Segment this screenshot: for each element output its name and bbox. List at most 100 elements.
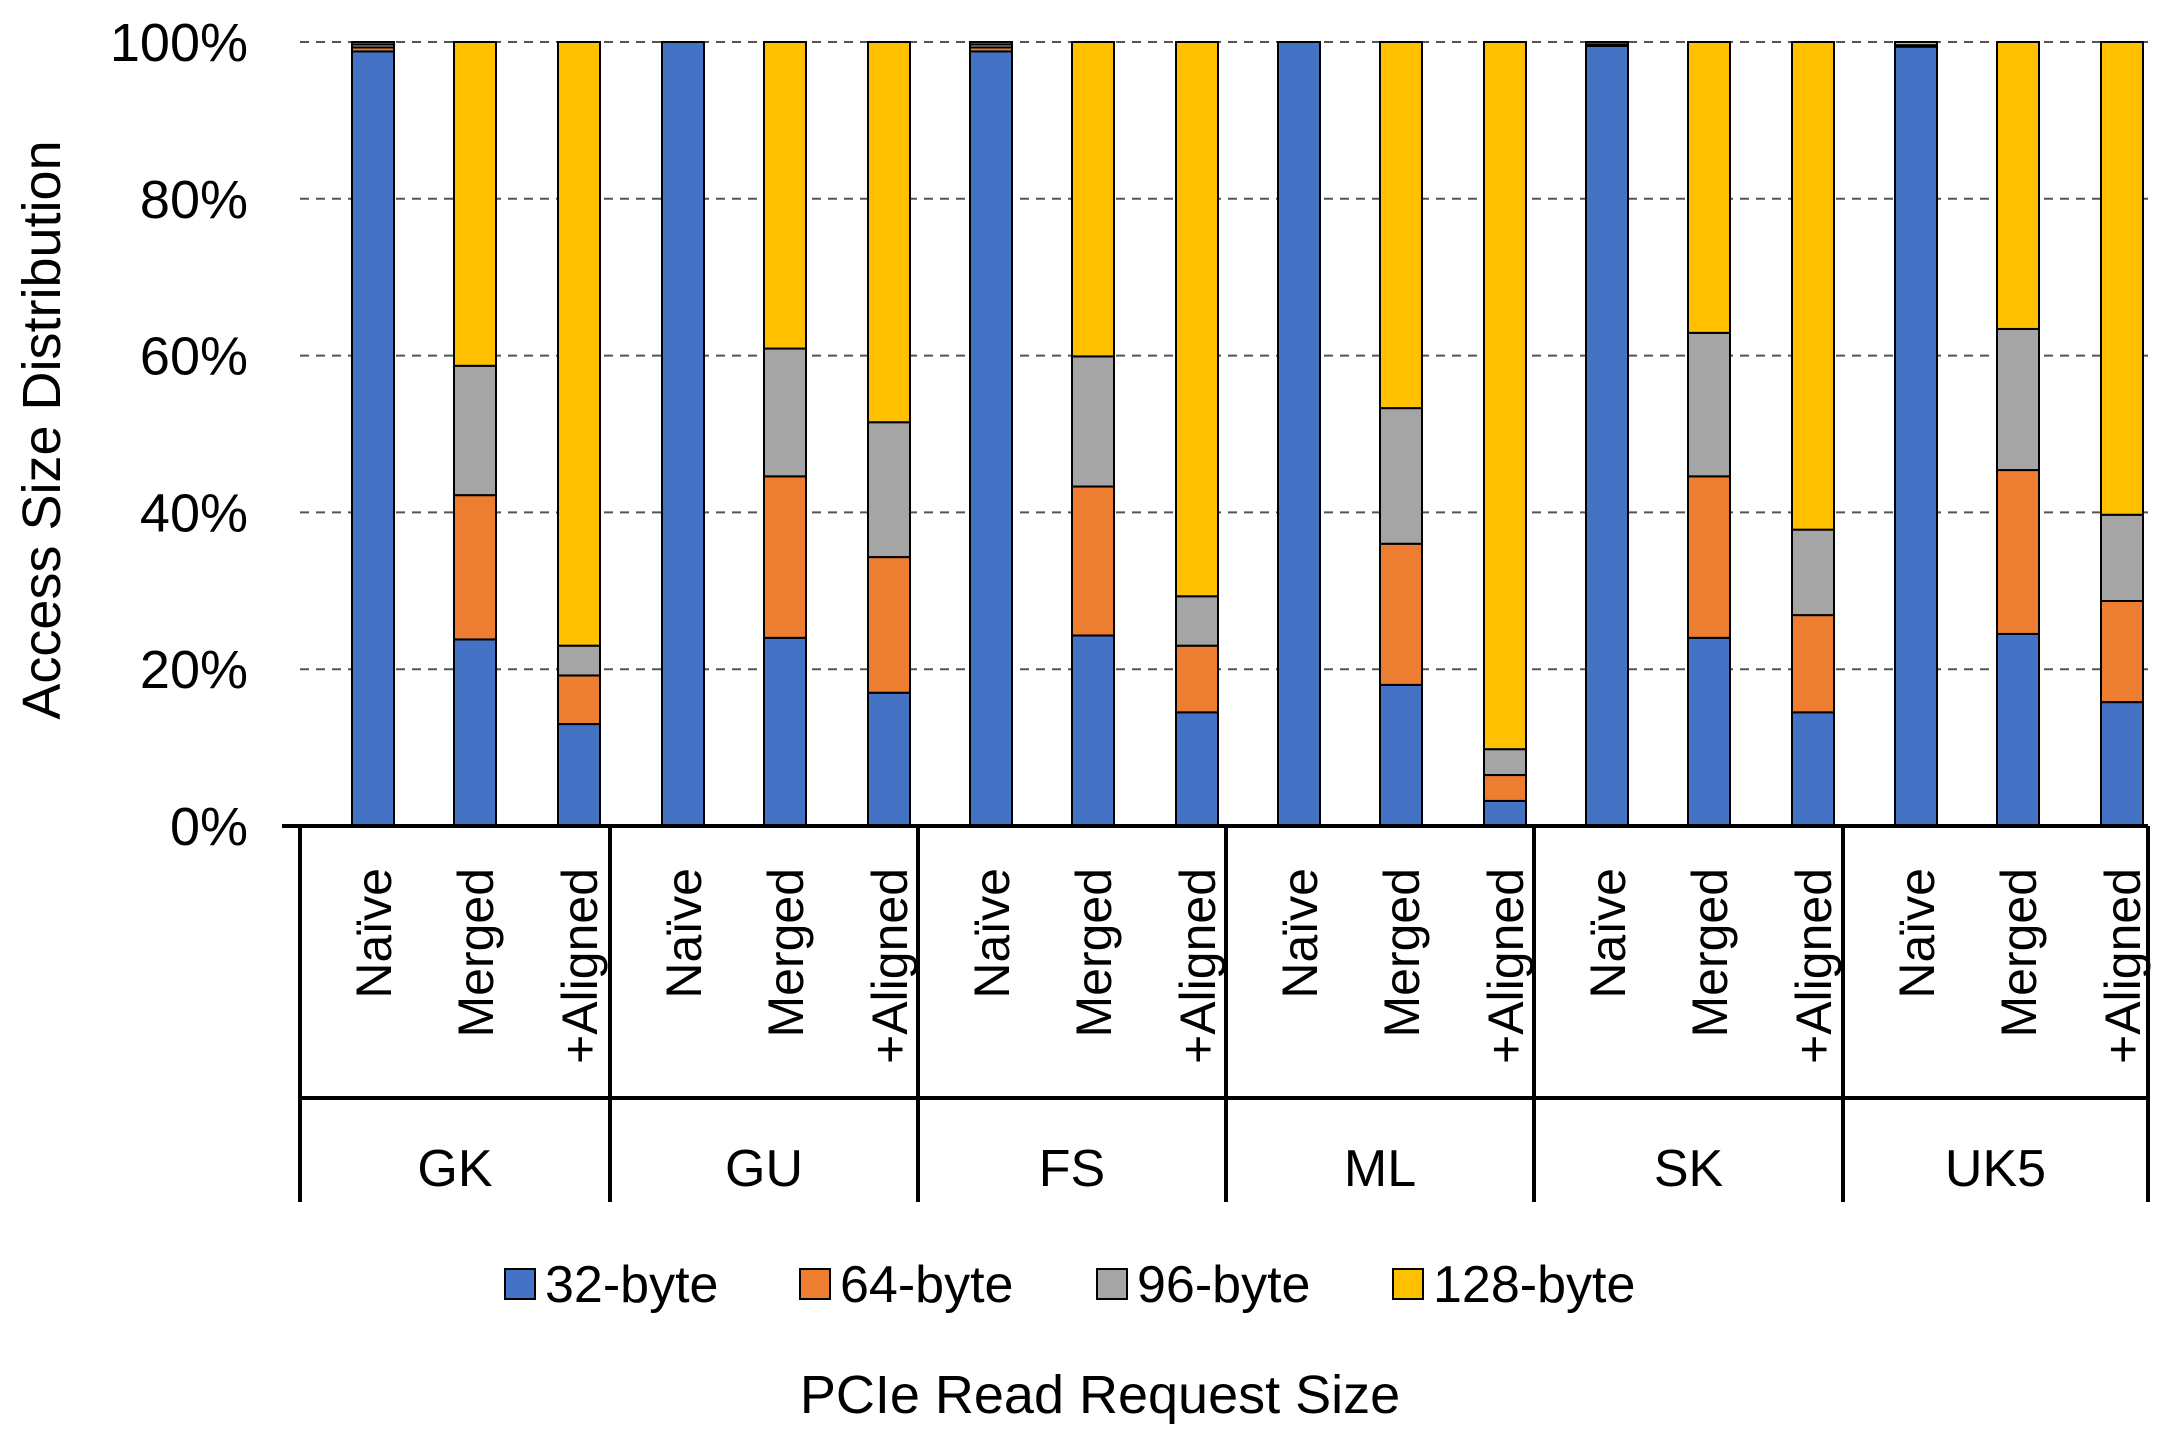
bar-segment-128-byte (453, 41, 497, 367)
bar-segment-96-byte (763, 347, 807, 478)
y-tick-label: 100% (110, 13, 248, 73)
stacked-bar (2100, 41, 2144, 827)
bar-segment-32-byte (1277, 41, 1321, 827)
x-axis-categories: Naïve Merged +Aligned Naïve Merged +Aligned Na… (346, 868, 2151, 1064)
stacked-bar (1791, 41, 1835, 828)
bar-segment-96-byte (1791, 528, 1835, 617)
bar-segment-128-byte (2100, 41, 2144, 516)
x-axis-title: PCIe Read Request Size (800, 1365, 1400, 1425)
stacked-bar (1483, 41, 1527, 827)
bar-segment-128-byte (351, 41, 395, 46)
group-label: UK5 (1945, 1140, 2046, 1198)
bar-segment-32-byte (1483, 799, 1527, 827)
x-category-label: Merged (448, 868, 504, 1038)
bar-segment-128-byte (1894, 41, 1938, 47)
bar-segment-32-byte (969, 50, 1013, 827)
x-category-label: Naïve (964, 868, 1020, 999)
x-category-label: +Aligned (862, 868, 918, 1064)
bar-segment-64-byte (1379, 542, 1423, 686)
bar-segment-128-byte (1175, 41, 1219, 598)
bar-segment-64-byte (1687, 475, 1731, 639)
x-category-label: Naïve (1889, 868, 1945, 999)
legend: 32-byte 64-byte 96-byte 128-byte (504, 1256, 1635, 1314)
x-category-label: Merged (1682, 868, 1738, 1038)
bar-segment-64-byte (867, 556, 911, 694)
bar-segment-32-byte (351, 50, 395, 827)
legend-label: 32-byte (545, 1256, 718, 1314)
x-category-label: Merged (758, 868, 814, 1038)
group-label: ML (1344, 1140, 1416, 1198)
y-tick-label: 80% (140, 170, 248, 230)
bar-segment-32-byte (453, 638, 497, 828)
x-category-label: Merged (1991, 868, 2047, 1038)
legend-swatch (799, 1268, 831, 1300)
bar-segment-64-byte (453, 494, 497, 641)
bar-segment-128-byte (1071, 41, 1115, 358)
bar-segment-32-byte (661, 41, 705, 827)
x-axis-groups: GK GU FS ML SK UK5 (417, 1140, 2046, 1198)
stacked-bar (1277, 41, 1321, 827)
bar-segment-128-byte (557, 41, 601, 647)
bar-segment-128-byte (763, 41, 807, 350)
bar-segment-64-byte (1791, 614, 1835, 714)
bar-segment-96-byte (1996, 327, 2040, 472)
legend-label: 64-byte (840, 1256, 1013, 1314)
stacked-bar (453, 41, 497, 828)
bar-segment-32-byte (1175, 711, 1219, 828)
legend-item: 32-byte (504, 1256, 718, 1314)
y-axis-ticks: 0% 20% 40% 60% 80% 100% (110, 13, 248, 857)
bar-segment-32-byte (557, 723, 601, 828)
x-category-label: +Aligned (552, 868, 608, 1064)
group-label: SK (1654, 1140, 1724, 1198)
bar-segment-64-byte (763, 475, 807, 639)
y-tick-label: 40% (140, 483, 248, 543)
bar-segment-32-byte (2100, 701, 2144, 827)
y-tick-label: 20% (140, 640, 248, 700)
bar-segment-128-byte (1687, 41, 1731, 334)
bar-segment-96-byte (557, 644, 601, 677)
y-axis-title: Access Size Distribution (12, 140, 72, 719)
x-category-label: Merged (1374, 868, 1430, 1038)
stacked-bar (969, 41, 1013, 827)
bar-segment-32-byte (867, 691, 911, 827)
bar-segment-128-byte (1483, 41, 1527, 751)
stacked-bar (763, 41, 807, 828)
stacked-bar (1071, 41, 1115, 827)
bar-segment-32-byte (1071, 634, 1115, 827)
group-label: FS (1039, 1140, 1105, 1198)
bar-segment-96-byte (1071, 355, 1115, 488)
bar-segment-64-byte (1996, 469, 2040, 635)
bar-segment-64-byte (2100, 599, 2144, 704)
x-category-label: Naïve (656, 868, 712, 999)
bar-segment-96-byte (867, 421, 911, 559)
bars (351, 41, 2144, 828)
bar-segment-96-byte (1687, 331, 1731, 478)
legend-label: 128-byte (1433, 1256, 1635, 1314)
stacked-bar (351, 41, 395, 827)
stacked-bar (661, 41, 705, 827)
bar-segment-64-byte (557, 674, 601, 726)
bar-segment-32-byte (1894, 45, 1938, 828)
legend-swatch (504, 1268, 536, 1300)
legend-item: 128-byte (1392, 1256, 1635, 1314)
legend-swatch (1096, 1268, 1128, 1300)
bar-segment-96-byte (1379, 407, 1423, 545)
bar-segment-32-byte (1996, 632, 2040, 827)
legend-item: 64-byte (799, 1256, 1013, 1314)
bar-segment-64-byte (1071, 485, 1115, 637)
group-label: GU (725, 1140, 803, 1198)
bar-segment-96-byte (453, 364, 497, 497)
bar-segment-64-byte (1175, 644, 1219, 714)
stacked-bar (557, 41, 601, 828)
y-tick-label: 60% (140, 327, 248, 387)
bar-segment-96-byte (1175, 595, 1219, 647)
y-tick-label: 0% (170, 797, 248, 857)
bar-segment-128-byte (1585, 41, 1629, 46)
stacked-bar (1585, 41, 1629, 828)
x-category-label: Naïve (346, 868, 402, 999)
bar-segment-128-byte (1996, 41, 2040, 330)
group-label: GK (417, 1140, 492, 1198)
x-category-label: Naïve (1580, 868, 1636, 999)
gridlines (300, 41, 2148, 671)
